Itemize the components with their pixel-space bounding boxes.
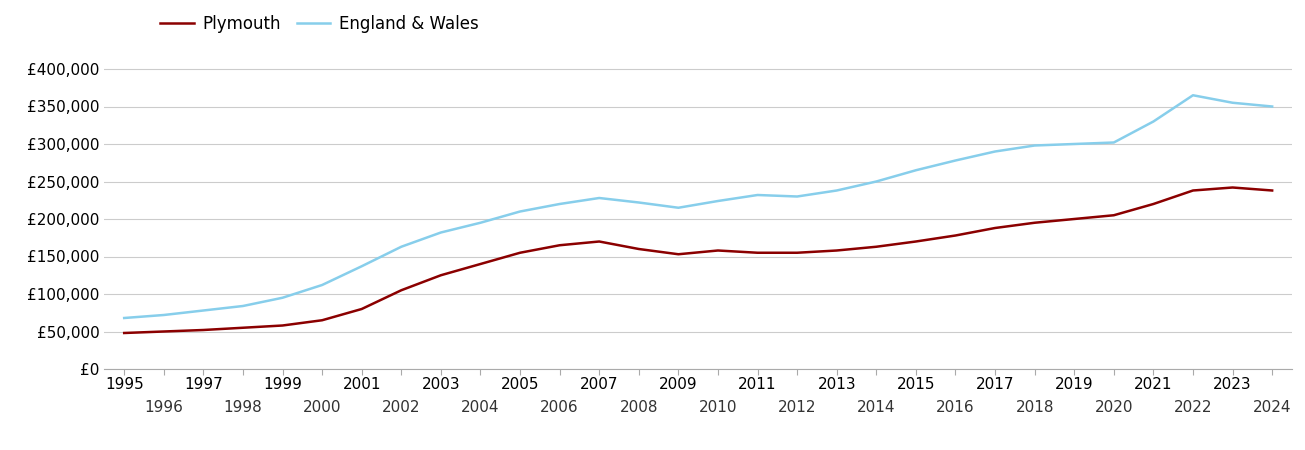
England & Wales (671, 205, 686, 211)
Plymouth (790, 250, 805, 256)
England & Wales (749, 192, 765, 198)
Text: 2006: 2006 (540, 400, 579, 414)
Plymouth (155, 329, 171, 334)
Line: Plymouth: Plymouth (124, 188, 1272, 333)
England & Wales (1224, 100, 1240, 105)
England & Wales (552, 201, 568, 207)
England & Wales (947, 158, 963, 163)
Plymouth (552, 243, 568, 248)
England & Wales (632, 200, 647, 205)
Line: England & Wales: England & Wales (124, 95, 1272, 318)
Text: 1996: 1996 (145, 400, 183, 414)
Plymouth (1185, 188, 1201, 193)
Text: 2022: 2022 (1173, 400, 1212, 414)
Plymouth (433, 273, 449, 278)
Plymouth (868, 244, 883, 249)
England & Wales (196, 308, 211, 313)
England & Wales (790, 194, 805, 199)
England & Wales (315, 282, 330, 288)
Text: 2000: 2000 (303, 400, 342, 414)
Text: 2012: 2012 (778, 400, 817, 414)
England & Wales (988, 149, 1004, 154)
Plymouth (671, 252, 686, 257)
England & Wales (710, 198, 726, 204)
Legend: Plymouth, England & Wales: Plymouth, England & Wales (161, 15, 479, 33)
Text: 2008: 2008 (620, 400, 658, 414)
England & Wales (393, 244, 408, 249)
Plymouth (116, 330, 132, 336)
England & Wales (1265, 104, 1280, 109)
England & Wales (829, 188, 844, 193)
Text: 2020: 2020 (1095, 400, 1133, 414)
Plymouth (710, 248, 726, 253)
Plymouth (749, 250, 765, 256)
England & Wales (1185, 93, 1201, 98)
England & Wales (235, 303, 251, 309)
Plymouth (1265, 188, 1280, 193)
England & Wales (1027, 143, 1043, 148)
Plymouth (1066, 216, 1082, 222)
England & Wales (1066, 141, 1082, 147)
Plymouth (829, 248, 844, 253)
Plymouth (275, 323, 291, 328)
Plymouth (512, 250, 527, 256)
Plymouth (947, 233, 963, 238)
England & Wales (275, 295, 291, 301)
Plymouth (472, 261, 488, 267)
Text: 2014: 2014 (857, 400, 895, 414)
England & Wales (155, 312, 171, 318)
Text: 2004: 2004 (461, 400, 500, 414)
England & Wales (116, 315, 132, 321)
England & Wales (1146, 119, 1161, 124)
Plymouth (1027, 220, 1043, 225)
Plymouth (908, 239, 924, 244)
Text: 2002: 2002 (382, 400, 420, 414)
Plymouth (591, 239, 607, 244)
Plymouth (393, 288, 408, 293)
England & Wales (512, 209, 527, 214)
Text: 2018: 2018 (1015, 400, 1054, 414)
England & Wales (472, 220, 488, 225)
England & Wales (591, 195, 607, 201)
Plymouth (632, 246, 647, 252)
Text: 2024: 2024 (1253, 400, 1292, 414)
England & Wales (354, 264, 369, 269)
Text: 2010: 2010 (698, 400, 737, 414)
Plymouth (235, 325, 251, 330)
England & Wales (868, 179, 883, 184)
Plymouth (196, 327, 211, 333)
England & Wales (908, 167, 924, 173)
Plymouth (354, 306, 369, 312)
Text: 2016: 2016 (936, 400, 975, 414)
England & Wales (1105, 140, 1121, 145)
Plymouth (315, 318, 330, 323)
Text: 1998: 1998 (223, 400, 262, 414)
Plymouth (1224, 185, 1240, 190)
Plymouth (1105, 212, 1121, 218)
Plymouth (988, 225, 1004, 231)
England & Wales (433, 230, 449, 235)
Plymouth (1146, 201, 1161, 207)
